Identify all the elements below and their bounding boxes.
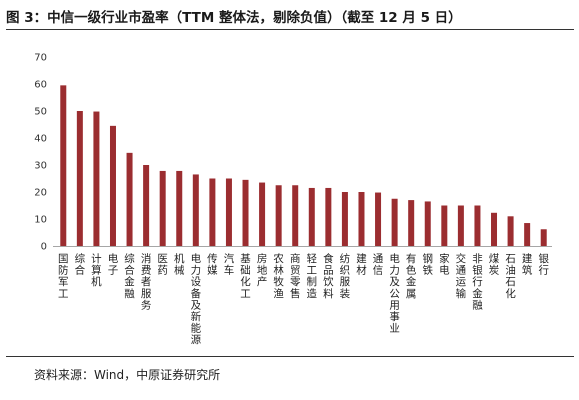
x-category-label: 家电 (439, 252, 450, 277)
x-category-label: 食品饮料 (323, 252, 334, 300)
x-category-label: 建筑 (522, 252, 533, 277)
y-tick-label: 60 (34, 80, 47, 91)
bar (408, 200, 415, 246)
source-note: 资料来源：Wind，中原证券研究所 (34, 368, 221, 382)
bar (209, 178, 216, 246)
figure-title: 图 3：中信一级行业市盈率（TTM 整体法，剔除负值）（截至 12 月 5 日） (6, 10, 462, 26)
y-tick-label: 20 (34, 188, 47, 199)
x-category-label: 通信 (373, 253, 384, 277)
bar (76, 111, 83, 246)
x-category-label: 机械 (174, 252, 185, 277)
bar (474, 205, 481, 246)
x-category-label: 房地产 (257, 252, 268, 288)
bar (441, 205, 448, 246)
x-category-label: 建材 (356, 252, 367, 277)
x-category-label: 钢铁 (423, 252, 434, 277)
bar (159, 170, 166, 246)
x-category-label: 商贸零售 (290, 252, 301, 300)
bar (540, 229, 547, 246)
x-category-label: 计算机 (91, 252, 102, 288)
x-category-label: 交通运输 (456, 252, 467, 300)
y-tick-label: 70 (34, 53, 47, 64)
footer-rule (6, 356, 574, 357)
bar (507, 216, 514, 246)
x-category-label: 综合金融 (124, 252, 135, 300)
x-category-label: 基础化工 (240, 252, 251, 300)
x-category-label: 医药 (157, 253, 168, 277)
title-rule (6, 29, 574, 30)
bar (292, 185, 299, 246)
x-category-label: 轻工制造 (307, 252, 318, 300)
x-category-label: 农林牧渔 (273, 252, 284, 300)
x-category-label: 综合 (75, 252, 86, 277)
bar (143, 165, 150, 246)
bar (375, 192, 382, 246)
x-category-label: 消费者服务 (141, 252, 152, 311)
bar (109, 125, 116, 246)
x-category-label: 纺织服装 (340, 252, 351, 300)
bar-chart: 0 10 20 30 40 50 60 70 国防军工综合计算机电子综合金融消费者服务医药机械… (34, 53, 552, 346)
bar (491, 212, 498, 246)
bar (192, 174, 199, 246)
bar (325, 187, 332, 246)
bar (341, 192, 348, 246)
x-category-label: 传媒 (207, 253, 218, 277)
y-axis: 0 10 20 30 40 50 60 70 (34, 53, 47, 253)
bar (242, 179, 249, 246)
bar (524, 223, 531, 246)
bar (457, 205, 464, 246)
bar (176, 170, 183, 246)
x-category-label: 有色金属 (406, 252, 417, 300)
x-axis-labels: 国防军工综合计算机电子综合金融消费者服务医药机械电力设备及新能源传媒汽车基础化工… (58, 252, 549, 346)
bar (358, 192, 365, 246)
x-category-label: 煤炭 (489, 252, 500, 277)
x-category-label: 银行 (538, 252, 549, 277)
x-category-label: 国防军工 (58, 253, 69, 300)
x-category-label: 非银行金融 (472, 253, 483, 311)
bar (225, 178, 232, 246)
x-category-label: 电力设备及新能源 (191, 252, 202, 346)
bars-group (60, 85, 547, 246)
y-tick-label: 10 (34, 215, 47, 226)
x-category-label: 电子 (108, 252, 119, 277)
bar (126, 152, 133, 246)
bar (259, 182, 266, 246)
x-category-label: 汽车 (224, 252, 235, 277)
y-tick-label: 50 (34, 107, 47, 118)
bar (391, 198, 398, 246)
bar (275, 185, 282, 246)
bar (308, 187, 315, 246)
bar (424, 201, 431, 246)
bar (60, 85, 67, 246)
x-category-label: 电力及公用事业 (389, 252, 400, 335)
y-tick-label: 0 (41, 242, 47, 253)
y-tick-label: 30 (34, 161, 47, 172)
y-tick-label: 40 (34, 134, 47, 145)
x-category-label: 石油石化 (505, 253, 516, 300)
bar (93, 111, 100, 246)
